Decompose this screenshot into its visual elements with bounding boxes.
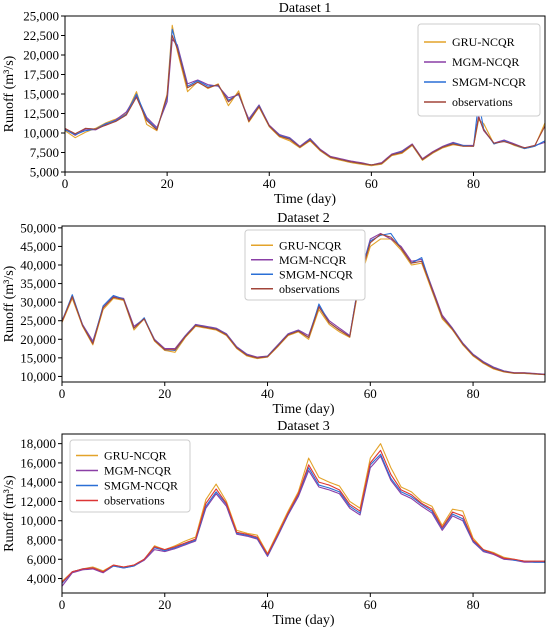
y-tick-label: 40,000 xyxy=(20,258,56,273)
legend: GRU-NCQR MGM-NCQR SMGM-NCQR observations xyxy=(417,23,541,117)
y-tick-label: 8,000 xyxy=(27,533,56,548)
x-tick-label: 0 xyxy=(59,597,66,612)
y-tick-label: 5,000 xyxy=(30,165,59,180)
y-tick-label: 15,000 xyxy=(23,87,59,102)
y-axis-label: Runoff (m³/s) xyxy=(2,55,17,132)
y-tick-label: 10,000 xyxy=(20,513,56,528)
chart-title: Dataset 1 xyxy=(279,1,331,16)
x-tick-label: 60 xyxy=(364,597,377,612)
y-tick-label: 18,000 xyxy=(20,436,56,451)
y-tick-label: 7,500 xyxy=(30,145,59,160)
y-axis-label: Runoff (m³/s) xyxy=(2,475,17,552)
y-tick-label: 15,000 xyxy=(20,350,56,365)
chart-panel-2: 0 20 40 60 80 10,000 15,000 20,000 25,000 30,000 3… xyxy=(2,211,546,417)
y-tick-label: 35,000 xyxy=(20,276,56,291)
y-tick-label: 12,000 xyxy=(20,494,56,509)
x-axis-label: Time (day) xyxy=(272,402,334,417)
legend-entry: observations xyxy=(452,95,513,109)
legend-entry: observations xyxy=(279,282,340,296)
legend-entry: MGM-NCQR xyxy=(279,253,346,267)
series-line-observations xyxy=(65,34,545,166)
x-axis-label: Time (day) xyxy=(272,613,334,628)
chart-panel-3: 0 20 40 60 80 4,000 6,000 8,000 10,000 12,000 14,0… xyxy=(2,419,546,628)
y-tick-label: 20,000 xyxy=(20,332,56,347)
x-tick-label: 80 xyxy=(467,176,480,191)
plot-frame xyxy=(61,433,546,594)
chart-title: Dataset 2 xyxy=(277,211,329,226)
legend-box xyxy=(244,229,366,301)
x-axis-label: Time (day) xyxy=(274,192,336,207)
legend-entry: SMGM-NCQR xyxy=(104,479,178,493)
y-tick-label: 14,000 xyxy=(20,475,56,490)
legend-entry: SMGM-NCQR xyxy=(452,75,526,89)
legend-box xyxy=(69,439,191,513)
y-tick-label: 10,000 xyxy=(20,369,56,384)
y-tick-label: 16,000 xyxy=(20,455,56,470)
legend-entry: GRU-NCQR xyxy=(279,238,342,252)
y-tick-label: 6,000 xyxy=(27,552,56,567)
y-tick-label: 12,500 xyxy=(23,106,59,121)
legend-entry: MGM-NCQR xyxy=(452,55,519,69)
legend-entry: GRU-NCQR xyxy=(104,449,167,463)
x-tick-label: 40 xyxy=(261,597,274,612)
y-tick-label: 22,500 xyxy=(23,28,59,43)
legend-entry: MGM-NCQR xyxy=(104,464,171,478)
x-tick-label: 40 xyxy=(261,386,274,401)
x-tick-label: 20 xyxy=(158,386,171,401)
x-tick-label: 0 xyxy=(59,386,66,401)
y-tick-label: 20,000 xyxy=(23,48,59,63)
x-tick-label: 20 xyxy=(158,597,171,612)
chart-panel-1: 0 20 40 60 80 5,000 7,500 10,000 12,500 15,000 17,… xyxy=(2,1,546,207)
x-tick-label: 20 xyxy=(161,176,174,191)
legend-entry: observations xyxy=(104,494,165,508)
y-tick-label: 25,000 xyxy=(20,313,56,328)
y-tick-label: 45,000 xyxy=(20,239,56,254)
y-axis-label: Runoff (m³/s) xyxy=(2,265,17,342)
y-tick-label: 50,000 xyxy=(20,220,56,235)
y-tick-label: 25,000 xyxy=(23,9,59,24)
series-line-observations xyxy=(62,449,545,583)
x-tick-label: 60 xyxy=(364,386,377,401)
x-tick-label: 0 xyxy=(62,176,69,191)
series-line-observations xyxy=(62,233,545,376)
x-tick-label: 60 xyxy=(365,176,378,191)
x-tick-label: 80 xyxy=(467,597,480,612)
chart-title: Dataset 3 xyxy=(277,419,329,434)
y-tick-label: 4,000 xyxy=(27,571,56,586)
legend-entry: GRU-NCQR xyxy=(452,35,515,49)
plot-frame xyxy=(61,225,546,383)
x-tick-label: 80 xyxy=(467,386,480,401)
series-line-mgm-ncqr xyxy=(62,455,545,587)
x-tick-label: 40 xyxy=(263,176,276,191)
y-tick-label: 30,000 xyxy=(20,295,56,310)
y-tick-label: 17,500 xyxy=(23,67,59,82)
legend-box xyxy=(417,23,541,117)
legend-entry: SMGM-NCQR xyxy=(279,267,353,281)
y-tick-label: 10,000 xyxy=(23,126,59,141)
